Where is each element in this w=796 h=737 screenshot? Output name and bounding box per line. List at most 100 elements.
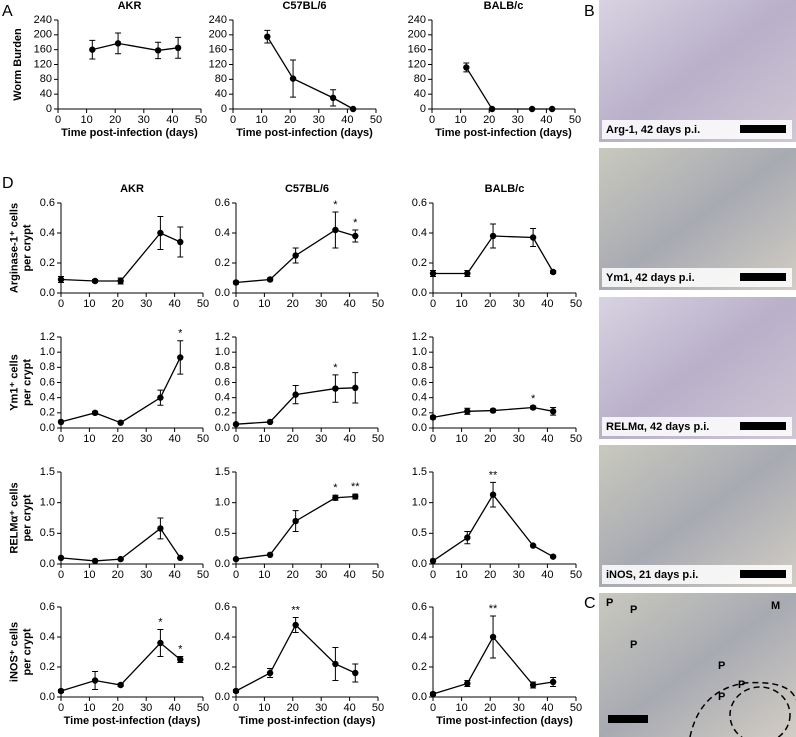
data-point — [464, 680, 471, 687]
y-tick-label: 120 — [34, 58, 52, 70]
scale-bar — [740, 273, 786, 281]
data-point — [292, 517, 299, 525]
significance-label: * — [333, 362, 338, 374]
y-tick-label: 0.4 — [215, 227, 230, 239]
x-tick-label: 50 — [197, 569, 209, 581]
y-tick-label: 0.6 — [40, 376, 55, 388]
x-tick-label: 10 — [455, 433, 467, 445]
caption-background — [602, 417, 792, 436]
data-point — [91, 557, 99, 565]
y-tick-label: 1.2 — [412, 331, 427, 343]
y-tick-label: 0.4 — [40, 227, 55, 239]
data-point — [489, 633, 497, 641]
x-tick-label: 30 — [513, 433, 525, 445]
y-axis-label: Worm Burden — [12, 28, 24, 101]
significance-label: ** — [291, 604, 300, 616]
data-point — [232, 687, 240, 695]
chart: 0 40 80 120 160 200 240 0 10 20 30 40 50 AKR Time post… — [12, 0, 207, 139]
y-tick-label: 1.0 — [412, 497, 427, 509]
x-tick-label: 50 — [570, 702, 582, 714]
data-point — [157, 229, 164, 237]
panel-letter: A — [2, 3, 13, 20]
x-tick-label: 0 — [430, 298, 436, 310]
y-tick-label: 0.5 — [412, 527, 427, 539]
x-tick-label: 40 — [341, 114, 353, 126]
micrograph — [599, 445, 796, 587]
y-tick-label: 0.0 — [412, 287, 427, 299]
x-tick-label: 10 — [455, 569, 467, 581]
x-tick-label: 0 — [58, 702, 64, 714]
x-tick-label: 0 — [55, 114, 61, 126]
chart-title: AKR — [120, 183, 144, 195]
scale-bar — [608, 715, 648, 723]
y-tick-label: 240 — [34, 14, 52, 26]
data-point — [177, 554, 184, 562]
y-tick-label: 80 — [40, 73, 52, 85]
x-tick-label: 0 — [58, 298, 64, 310]
x-tick-label: 0 — [429, 114, 435, 126]
data-point — [464, 270, 471, 277]
y-tick-label: 0.4 — [412, 631, 427, 643]
data-point — [266, 551, 274, 558]
x-tick-label: 20 — [112, 433, 124, 445]
x-tick-label: 50 — [372, 702, 384, 714]
y-axis-label: per crypt — [21, 359, 33, 406]
y-tick-label: 0.8 — [215, 361, 230, 373]
y-tick-label: 0.6 — [40, 601, 55, 613]
x-tick-label: 20 — [112, 569, 124, 581]
micrograph — [599, 593, 796, 737]
x-tick-label: 10 — [258, 569, 270, 581]
data-point — [549, 678, 557, 686]
y-tick-label: 1.5 — [412, 466, 427, 478]
x-tick-label: 0 — [233, 298, 239, 310]
x-tick-label: 30 — [140, 433, 152, 445]
y-tick-label: 80 — [215, 73, 227, 85]
y-tick-label: 0.2 — [412, 661, 427, 673]
data-point — [157, 525, 164, 532]
x-tick-label: 20 — [109, 114, 121, 126]
data-point — [57, 687, 65, 695]
data-point — [57, 418, 65, 426]
micrograph — [599, 148, 796, 290]
data-point — [157, 639, 164, 647]
x-tick-label: 30 — [140, 702, 152, 714]
micrograph-label: P — [630, 639, 637, 651]
panel-letter: D — [2, 175, 14, 192]
scale-bar — [740, 422, 786, 430]
y-tick-label: 1.0 — [215, 346, 230, 358]
x-tick-label: 20 — [287, 298, 299, 310]
y-axis-label: Arginase-1⁺ cells — [8, 203, 20, 293]
y-tick-label: 1.5 — [40, 466, 55, 478]
significance-label: ** — [351, 481, 360, 493]
micrograph — [599, 0, 796, 142]
data-point — [488, 105, 496, 113]
data-point — [332, 385, 339, 392]
x-tick-label: 20 — [484, 569, 496, 581]
chart: 0.0 0.5 1.0 1.5 0 10 20 30 40 50 ** — [412, 466, 582, 581]
x-tick-label: 10 — [83, 433, 95, 445]
data-point — [349, 105, 357, 113]
y-tick-label: 40 — [215, 88, 227, 100]
x-tick-label: 10 — [258, 702, 270, 714]
y-tick-label: 0.2 — [215, 661, 230, 673]
x-tick-label: 30 — [513, 702, 525, 714]
y-tick-label: 240 — [209, 14, 227, 26]
data-point — [177, 354, 184, 361]
data-point — [528, 105, 536, 113]
y-tick-label: 0 — [420, 103, 426, 115]
y-tick-label: 240 — [408, 14, 426, 26]
data-point — [117, 277, 124, 285]
data-line — [60, 232, 181, 282]
x-tick-label: 40 — [343, 433, 355, 445]
y-tick-label: 0.4 — [40, 631, 55, 643]
micrograph-label: P — [718, 691, 725, 703]
x-tick-label: 30 — [315, 298, 327, 310]
x-tick-label: 50 — [570, 569, 582, 581]
data-point — [548, 105, 556, 113]
chart: 0.0 0.2 0.4 0.6 0 10 20 30 40 50 AKR Arginase-1⁺ ce… — [8, 183, 209, 310]
significance-label: * — [333, 199, 338, 211]
chart-title: BALB/c — [484, 0, 524, 12]
data-point — [329, 94, 337, 102]
